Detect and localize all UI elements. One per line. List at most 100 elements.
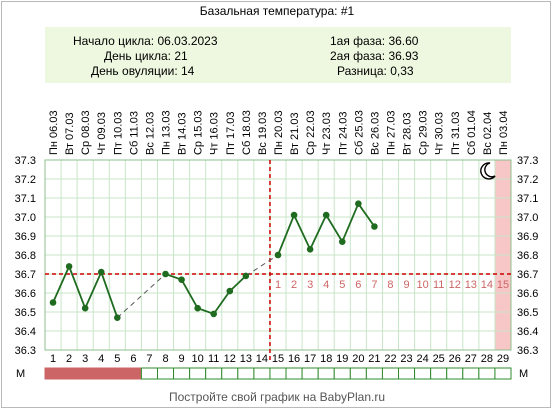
menstruation-cell bbox=[253, 367, 271, 380]
temperature-point bbox=[355, 200, 362, 207]
y-tick-right: 36.5 bbox=[517, 307, 538, 319]
x-date-label: Пн 13.03 bbox=[161, 110, 173, 155]
luteal-day-number: 8 bbox=[387, 279, 393, 291]
x-day-number: 1 bbox=[50, 353, 56, 365]
x-date-label: Вс 19.03 bbox=[257, 112, 269, 155]
x-day-number: 25 bbox=[433, 353, 445, 365]
menstruation-cell bbox=[60, 367, 78, 380]
x-date-label: Чт 16.03 bbox=[209, 112, 221, 155]
chart-title: Базальная температура: #1 bbox=[199, 4, 355, 18]
luteal-day-number: 12 bbox=[449, 279, 461, 291]
temperature-point bbox=[210, 310, 218, 318]
x-day-number: 13 bbox=[240, 353, 252, 365]
temperature-point bbox=[114, 314, 121, 322]
x-day-number: 12 bbox=[224, 353, 236, 365]
x-date-label: Пн 20.03 bbox=[273, 110, 285, 155]
x-day-number: 23 bbox=[400, 353, 412, 365]
x-date-label: Пт 17.03 bbox=[225, 111, 237, 155]
temperature-point bbox=[162, 270, 169, 278]
menstruation-cell bbox=[221, 367, 239, 380]
cycle-start-label: Начало цикла: bbox=[73, 34, 155, 48]
x-day-number: 3 bbox=[82, 353, 88, 365]
x-date-label: Пт 24.03 bbox=[337, 111, 349, 155]
luteal-day-number: 5 bbox=[339, 279, 345, 291]
temperature-line bbox=[100, 271, 119, 318]
menstruation-cell bbox=[462, 367, 480, 380]
temperature-line bbox=[325, 214, 344, 243]
y-tick-right: 36.3 bbox=[517, 345, 538, 357]
temperature-line bbox=[341, 203, 360, 243]
luteal-day-number: 1 bbox=[275, 279, 281, 291]
x-date-label: Пн 27.03 bbox=[385, 110, 397, 155]
luteal-day-number: 10 bbox=[416, 279, 428, 291]
x-date-label: Ср 29.03 bbox=[418, 110, 430, 155]
x-date-label: Сб 11.03 bbox=[128, 111, 140, 155]
x-day-number: 8 bbox=[162, 353, 168, 365]
menstruation-cell bbox=[140, 367, 158, 380]
footer-text: Постройте свой график на BabyPlan.ru bbox=[168, 390, 386, 404]
y-tick-left: 36.7 bbox=[15, 269, 36, 281]
y-tick-right: 37.3 bbox=[517, 155, 538, 167]
menstruation-cell bbox=[301, 367, 319, 380]
x-day-number: 7 bbox=[146, 353, 152, 365]
menstruation-cell bbox=[285, 367, 303, 380]
x-day-number: 19 bbox=[336, 353, 348, 365]
temperature-point bbox=[371, 223, 378, 230]
temperature-point bbox=[322, 211, 330, 219]
x-day-number: 28 bbox=[481, 353, 493, 365]
luteal-day-number: 2 bbox=[291, 279, 297, 291]
temperature-line bbox=[84, 271, 103, 309]
menstruation-cell bbox=[349, 367, 367, 380]
luteal-day-number: 7 bbox=[371, 279, 377, 291]
menstruation-cell bbox=[173, 367, 191, 380]
luteal-day-number: 6 bbox=[355, 279, 361, 291]
y-tick-right: 36.6 bbox=[517, 288, 538, 300]
x-day-number: 29 bbox=[497, 353, 509, 365]
x-date-label: Вс 02.04 bbox=[482, 112, 494, 155]
menstruation-cell bbox=[414, 367, 432, 380]
y-tick-left: 37.1 bbox=[15, 193, 36, 205]
phase1-label: 1ая фаза: bbox=[330, 34, 386, 48]
x-day-number: 22 bbox=[384, 353, 396, 365]
y-tick-left: 36.3 bbox=[15, 345, 36, 357]
menstruation-cell bbox=[76, 367, 94, 380]
temperature-point bbox=[338, 238, 346, 245]
luteal-day-number: 4 bbox=[323, 279, 329, 291]
y-tick-left: 37.3 bbox=[15, 155, 36, 167]
phase2-label: 2ая фаза: bbox=[330, 49, 386, 63]
x-day-number: 20 bbox=[352, 353, 364, 365]
x-day-number: 6 bbox=[130, 353, 136, 365]
phase2-value: 36.93 bbox=[388, 49, 419, 63]
x-date-label: Сб 25.03 bbox=[353, 110, 365, 155]
ovulation-day-label: День овуляции: bbox=[91, 64, 178, 78]
phase1-value: 36.60 bbox=[388, 34, 419, 48]
menstruation-cell bbox=[44, 367, 62, 380]
menstruation-label-right: М bbox=[519, 368, 529, 380]
temperature-line bbox=[309, 214, 328, 250]
luteal-day-number: 11 bbox=[433, 279, 444, 291]
y-tick-right: 36.8 bbox=[517, 250, 538, 262]
temperature-line bbox=[212, 290, 231, 315]
menstruation-cell bbox=[446, 367, 464, 380]
y-tick-right: 37.2 bbox=[517, 174, 538, 186]
x-day-number: 11 bbox=[208, 353, 219, 365]
x-date-label: Вт 14.03 bbox=[177, 112, 189, 155]
cycle-info-panel: Начало цикла: 06.03.2023 День цикла: 21 … bbox=[45, 27, 511, 83]
temperature-point bbox=[306, 246, 314, 253]
x-date-label: Чт 30.03 bbox=[434, 112, 446, 155]
difference-value: 0,33 bbox=[390, 64, 414, 78]
x-date-label: Ср 22.03 bbox=[305, 110, 317, 155]
ovulation-day-row: День овуляции: 14 bbox=[91, 64, 194, 78]
temperature-point bbox=[274, 251, 282, 259]
luteal-day-number: 9 bbox=[403, 279, 409, 291]
luteal-day-number: 14 bbox=[481, 279, 493, 291]
x-day-number: 10 bbox=[192, 353, 204, 365]
temperature-line bbox=[293, 214, 311, 250]
x-date-label: Вт 21.03 bbox=[289, 112, 301, 155]
x-date-label: Вс 26.03 bbox=[369, 112, 381, 155]
x-date-label: Ср 08.03 bbox=[80, 110, 92, 155]
x-day-number: 9 bbox=[179, 353, 185, 365]
temperature-line bbox=[229, 275, 247, 292]
cycle-day-row: День цикла: 21 bbox=[104, 49, 188, 63]
y-tick-left: 37.0 bbox=[15, 212, 36, 224]
